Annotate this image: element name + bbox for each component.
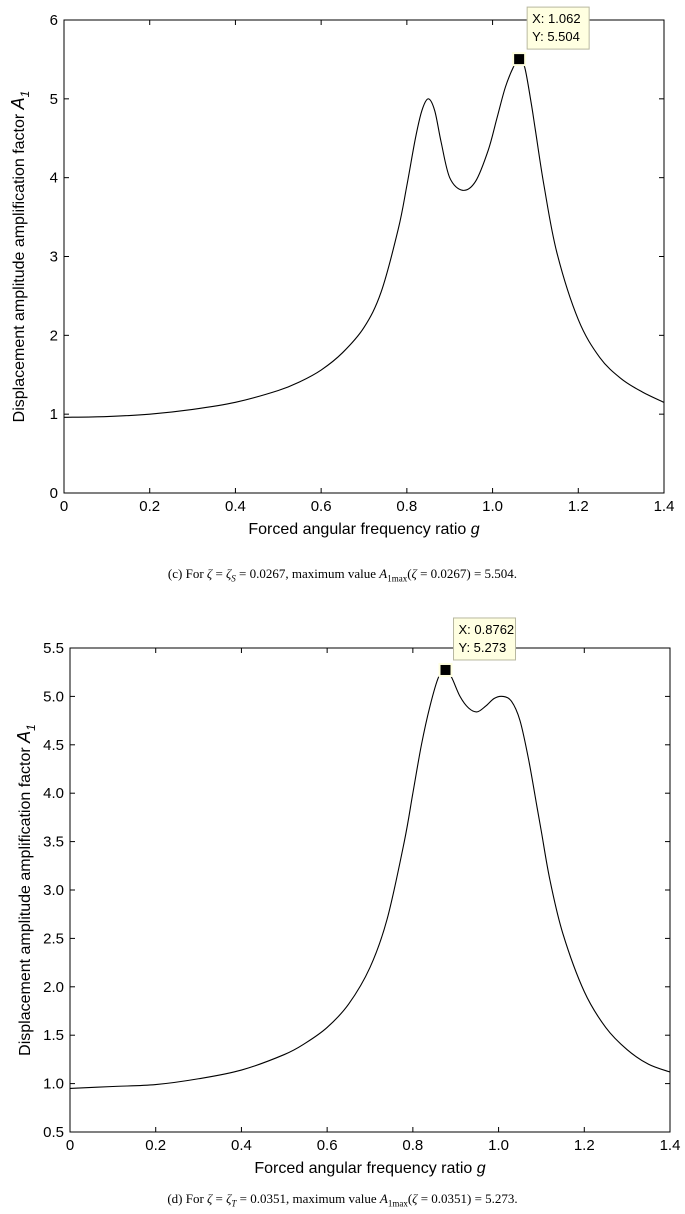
caption-d-zeta-t: ζ [226, 1191, 232, 1206]
plot-frame-c [63, 19, 665, 494]
datatip-x-d: X: 0.8762 [459, 622, 515, 637]
caption-d-zeta-sub: T [231, 1198, 237, 1209]
datatip-y-d: Y: 5.273 [459, 640, 507, 655]
caption-c-a: A [379, 566, 388, 581]
plot-frame-d [69, 647, 671, 1133]
caption-c-zeta2: ζ [411, 566, 417, 581]
x-tick-label-d: 1.2 [574, 1137, 595, 1154]
datatip-box-c [526, 6, 590, 50]
x-tick-label-d: 1.0 [488, 1137, 509, 1154]
caption-c-eq1: = [212, 566, 227, 581]
y-tick-label-d: 0.5 [43, 1124, 64, 1141]
x-tick-label-d: 0.4 [231, 1137, 252, 1154]
x-tick-label-d: 0.2 [145, 1137, 166, 1154]
series-line-d-0 [69, 669, 671, 1089]
y-tick-label-c: 2 [50, 327, 58, 344]
x-tick-label-c: 1.4 [654, 498, 675, 515]
y-tick-label-c: 6 [50, 12, 58, 29]
y-tick-label-d: 5.0 [43, 688, 64, 705]
caption-c-prefix: (c) For [167, 566, 207, 581]
x-tick-label-c: 0 [60, 498, 68, 515]
datatip-marker-d [440, 664, 451, 675]
caption-c-zeta-s: ζ [226, 566, 232, 581]
x-tick-label-c: 1.2 [568, 498, 589, 515]
datatip-box-d [453, 617, 517, 661]
caption-d-tail: = 0.0351) = 5.273. [417, 1191, 518, 1206]
caption-c-zeta-sub: S [231, 573, 236, 584]
y-axis-label-c: Displacement amplitude amplification fac… [8, 91, 32, 423]
caption-d-prefix: (d) For [167, 1191, 208, 1206]
caption-d-zeta2: ζ [412, 1191, 418, 1206]
series-line-c-0 [63, 58, 665, 418]
caption-d-a-sub: 1max [387, 1198, 408, 1209]
chart-d: 0 0.2 0.4 0.6 0.8 1.0 1.2 1.4 0.5 1.0 1.5 2.0 2.5 3.0… [14, 617, 681, 1177]
y-tick-label-c: 1 [50, 406, 58, 423]
x-tick-label-d: 0.6 [317, 1137, 338, 1154]
y-tick-label-d: 2.5 [43, 930, 64, 947]
y-axis-label-d: Displacement amplitude amplification fac… [14, 724, 38, 1056]
y-tick-label-d: 2.0 [43, 979, 64, 996]
x-tick-label-c: 0.8 [396, 498, 417, 515]
x-tick-label-c: 1.0 [482, 498, 503, 515]
datatip-marker-c [514, 54, 525, 65]
y-tick-label-d: 4.5 [43, 737, 64, 754]
y-tick-label-d: 4.0 [43, 785, 64, 802]
chart-panel-c: 0 0.2 0.4 0.6 0.8 1.0 1.2 1.4 0 1 2 3 4 5 6 Forced angu… [0, 0, 685, 600]
x-tick-label-c: 0.6 [311, 498, 332, 515]
x-axis-label-c: Forced angular frequency ratio g [248, 521, 479, 538]
caption-c: (c) For ζ = ζS = 0.0267, maximum value A… [0, 566, 685, 584]
y-tick-label-c: 3 [50, 249, 58, 266]
y-tick-label-d: 1.5 [43, 1027, 64, 1044]
y-tick-label-c: 5 [50, 91, 58, 108]
caption-c-tail: = 0.0267) = 5.504. [416, 566, 518, 581]
x-tick-label-c: 0.2 [139, 498, 160, 515]
chart-panel-d: 0 0.2 0.4 0.6 0.8 1.0 1.2 1.4 0.5 1.0 1.5 2.0 2.5 3.0… [0, 600, 685, 1214]
y-tick-label-c: 0 [50, 485, 58, 502]
caption-c-paren: ( [407, 566, 412, 581]
y-tick-label-d: 3.5 [43, 834, 64, 851]
caption-d-zeta: ζ [207, 1191, 213, 1206]
caption-c-zeta: ζ [206, 566, 213, 581]
caption-d-eq2: = 0.0351, maximum value [236, 1191, 380, 1206]
y-tick-label-c: 4 [50, 170, 58, 187]
x-tick-label-d: 0 [66, 1137, 74, 1154]
y-tick-label-d: 5.5 [43, 640, 64, 657]
x-axis-label-d: Forced angular frequency ratio g [254, 1160, 485, 1177]
datatip-y-c: Y: 5.504 [532, 29, 580, 44]
caption-c-a-sub: 1max [387, 573, 408, 584]
y-tick-label-d: 3.0 [43, 882, 64, 899]
caption-d: (d) For ζ = ζT = 0.0351, maximum value A… [0, 1191, 685, 1209]
x-tick-label-d: 0.8 [402, 1137, 423, 1154]
caption-d-a: A [379, 1191, 388, 1206]
chart-c: 0 0.2 0.4 0.6 0.8 1.0 1.2 1.4 0 1 2 3 4 5 6 Forced angu… [8, 6, 675, 538]
x-tick-label-c: 0.4 [225, 498, 246, 515]
caption-d-eq1: = [212, 1191, 227, 1206]
y-tick-label-d: 1.0 [43, 1076, 64, 1093]
caption-d-paren: ( [407, 1191, 413, 1206]
datatip-x-c: X: 1.062 [532, 11, 580, 26]
caption-c-eq2: = 0.0267, maximum value [235, 566, 380, 581]
x-tick-label-d: 1.4 [660, 1137, 681, 1154]
